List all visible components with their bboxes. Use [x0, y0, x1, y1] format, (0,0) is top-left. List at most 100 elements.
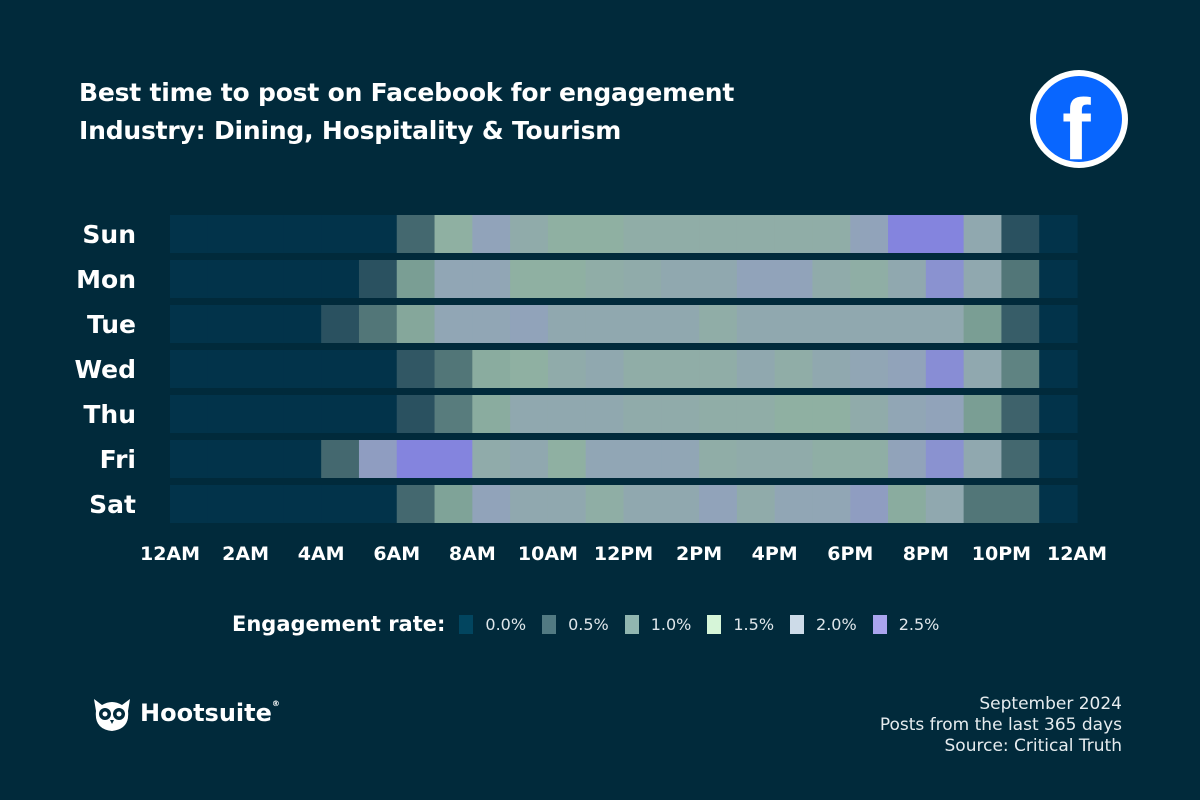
- heatmap-cell: [321, 215, 360, 253]
- legend-swatch: [707, 614, 722, 634]
- heatmap-cell: [207, 260, 247, 298]
- heatmap-cell: [1001, 440, 1040, 478]
- heatmap-cell: [358, 305, 398, 343]
- heatmap-cell: [850, 215, 889, 253]
- row-label-thu: Thu: [83, 400, 136, 429]
- heatmap-cell: [888, 485, 927, 523]
- heatmap-cell: [585, 440, 625, 478]
- heatmap-cell: [585, 485, 625, 523]
- chart-title-block: Best time to post on Facebook for engage…: [79, 74, 734, 150]
- x-tick-label: 8PM: [903, 543, 949, 565]
- heatmap-cell: [358, 485, 398, 523]
- heatmap-cell: [699, 485, 738, 523]
- heatmap-cell: [283, 260, 322, 298]
- owl-icon: [94, 699, 130, 731]
- heatmap-cell: [699, 350, 738, 388]
- heatmap-cell: [925, 305, 965, 343]
- brand-name: Hootsuite®: [140, 699, 280, 727]
- heatmap-cell: [245, 215, 284, 253]
- heatmap-cell: [510, 260, 549, 298]
- x-tick-label: 10PM: [972, 543, 1031, 565]
- heatmap-cell: [283, 440, 322, 478]
- heatmap-cell: [623, 215, 662, 253]
- hootsuite-logo: Hootsuite®: [90, 693, 280, 733]
- row-label-tue: Tue: [87, 310, 136, 339]
- heatmap-cell: [888, 260, 927, 298]
- heatmap-cell: [1001, 260, 1040, 298]
- x-tick-label: 4AM: [298, 543, 345, 565]
- heatmap-cell: [283, 350, 322, 388]
- heatmap-cell: [510, 440, 549, 478]
- footer-source: Source: Critical Truth: [944, 736, 1122, 756]
- heatmap-cell: [623, 305, 662, 343]
- heatmap-cell: [774, 305, 814, 343]
- x-tick-label: 2PM: [676, 543, 722, 565]
- heatmap-cell: [623, 485, 662, 523]
- heatmap-cell: [623, 260, 662, 298]
- heatmap-cell: [434, 440, 473, 478]
- heatmap-cell: [547, 350, 587, 388]
- heatmap-cell: [888, 395, 927, 433]
- heatmap-cell: [358, 215, 398, 253]
- heatmap-cell: [850, 305, 889, 343]
- heatmap-cell: [963, 305, 1003, 343]
- heatmap-cell: [396, 440, 436, 478]
- heatmap-cell: [925, 440, 965, 478]
- heatmap-cell: [1001, 305, 1040, 343]
- heatmap-cell: [774, 350, 814, 388]
- heatmap-cell: [283, 215, 322, 253]
- heatmap-cell: [396, 215, 436, 253]
- heatmap-cell: [170, 485, 209, 523]
- heatmap-cell: [207, 215, 247, 253]
- heatmap-cell: [888, 350, 927, 388]
- heatmap-cell: [736, 485, 776, 523]
- heatmap-cell: [207, 395, 247, 433]
- heatmap-cell: [736, 350, 776, 388]
- heatmap-cell: [510, 350, 549, 388]
- heatmap-cell: [245, 485, 284, 523]
- heatmap-cell: [170, 260, 209, 298]
- heatmap-cell: [661, 395, 700, 433]
- heatmap-cell: [321, 485, 360, 523]
- heatmap-cell: [585, 260, 625, 298]
- heatmap-cell: [321, 395, 360, 433]
- heatmap-cell: [245, 395, 284, 433]
- heatmap-cell: [963, 260, 1003, 298]
- heatmap-cell: [170, 395, 209, 433]
- heatmap-cell: [547, 215, 587, 253]
- row-label-sun: Sun: [82, 220, 136, 249]
- heatmap-cell: [963, 350, 1003, 388]
- heatmap-cell: [661, 485, 700, 523]
- heatmap-cell: [623, 440, 662, 478]
- heatmap-cell: [396, 305, 436, 343]
- heatmap-cell: [207, 305, 247, 343]
- heatmap-cell: [245, 260, 284, 298]
- heatmap-cell: [850, 395, 889, 433]
- heatmap-cell: [585, 395, 625, 433]
- legend-swatch: [624, 614, 639, 634]
- heatmap-chart: Sun Mon Tue Wed Thu Fri Sat 12AM 2AM 4AM 6AM 8AM 10A…: [74, 215, 1107, 565]
- heatmap-cell: [774, 395, 814, 433]
- legend-label: 2.0%: [816, 614, 857, 634]
- heatmap-cell: [396, 395, 436, 433]
- heatmap-cell: [963, 485, 1003, 523]
- legend-title: Engagement rate:: [232, 612, 446, 636]
- legend: Engagement rate: 0.0% 0.5% 1.0% 1.5% 2.0% 2.5…: [232, 612, 955, 636]
- legend-label: 1.5%: [733, 614, 775, 634]
- footer-date: September 2024: [979, 694, 1122, 714]
- heatmap-cell: [434, 260, 473, 298]
- heatmap-cell: [1001, 395, 1040, 433]
- heatmap-cell: [547, 440, 587, 478]
- heatmap-cell: [1039, 395, 1078, 433]
- heatmap-cell: [358, 395, 398, 433]
- x-tick-label: 4PM: [752, 543, 798, 565]
- row-label-fri: Fri: [100, 445, 136, 474]
- heatmap-cell: [472, 440, 511, 478]
- heatmap-cell: [963, 440, 1003, 478]
- heatmap-cell: [321, 350, 360, 388]
- legend-swatch: [872, 614, 887, 634]
- heatmap-cell: [925, 395, 965, 433]
- row-label-mon: Mon: [76, 265, 136, 294]
- heatmap-cell: [699, 305, 738, 343]
- heatmap-cell: [774, 440, 814, 478]
